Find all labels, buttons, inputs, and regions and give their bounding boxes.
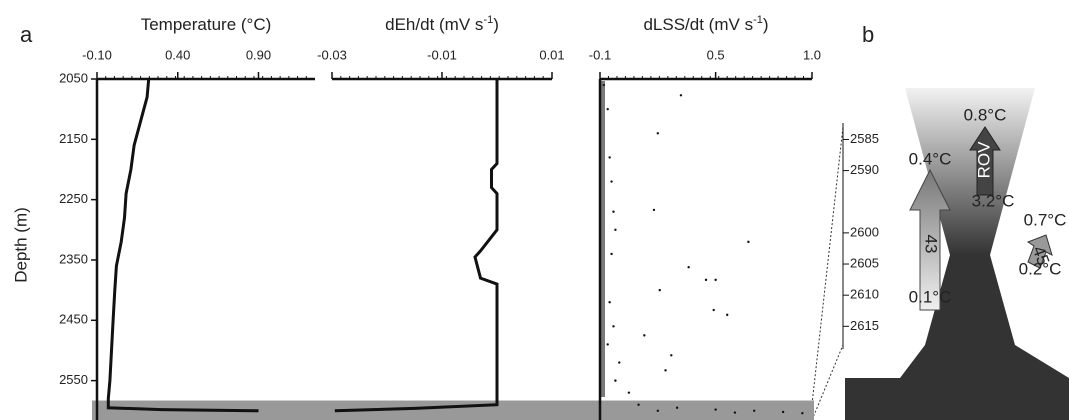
- point: [679, 94, 683, 97]
- y-tick-label: 2605: [850, 255, 879, 270]
- y-tick-label: 2350: [59, 251, 88, 266]
- label-text: dEh/dt (mV s: [385, 15, 483, 34]
- point: [610, 180, 613, 183]
- x-tick-label: 0.01: [539, 47, 564, 62]
- point: [801, 411, 804, 415]
- point: [747, 240, 750, 244]
- annotation: 0.2°C: [1019, 259, 1062, 278]
- x-tick-label: -0.1: [589, 47, 611, 62]
- x-tick-label: -0.10: [82, 47, 112, 62]
- x-tick-label: 0.40: [165, 47, 190, 62]
- point: [733, 411, 737, 414]
- annotation: 43: [922, 235, 941, 254]
- annotation: 0.4°C: [909, 149, 952, 168]
- point: [608, 300, 611, 304]
- point: [610, 252, 613, 256]
- label-sup: -1: [483, 14, 493, 26]
- point-strip: [601, 81, 605, 397]
- y-tick-label: 2610: [850, 287, 879, 302]
- point: [714, 408, 717, 411]
- x-tick-label: 0.90: [246, 47, 271, 62]
- zoom-line: [811, 344, 844, 420]
- y-tick-label: 2150: [59, 131, 88, 146]
- y-tick-label: 2550: [59, 372, 88, 387]
- y-tick-label: 2585: [850, 131, 879, 146]
- point: [606, 107, 609, 111]
- annotation: 0.7°C: [1024, 210, 1067, 229]
- y-axis-label: Depth (m): [11, 207, 30, 283]
- point: [643, 334, 646, 337]
- point: [618, 361, 621, 364]
- x-tick-label: -0.01: [427, 47, 457, 62]
- point: [675, 406, 679, 409]
- label-sup: -1: [753, 14, 763, 26]
- point: [712, 308, 715, 312]
- point: [656, 409, 660, 412]
- zoom-band: [92, 400, 814, 420]
- point: [658, 288, 661, 292]
- x-axis-label: dEh/dt (mV s-1): [385, 14, 499, 35]
- point: [656, 132, 660, 135]
- point: [781, 410, 785, 414]
- y-tick-label: 2615: [850, 318, 879, 333]
- x-tick-label: -0.03: [317, 47, 347, 62]
- point: [752, 409, 756, 412]
- arrow: [1026, 234, 1053, 269]
- arrow: [909, 168, 951, 311]
- y-tick-label: 2450: [59, 312, 88, 327]
- point: [614, 379, 617, 382]
- annotation: 0.1°C: [909, 287, 952, 306]
- arrow: [969, 126, 1001, 196]
- point: [714, 278, 717, 282]
- y-tick-label: 2600: [850, 224, 879, 239]
- annotation: ROV: [974, 141, 993, 179]
- panel-label: b: [862, 22, 874, 47]
- vent-plume: [905, 88, 1035, 255]
- label-text: ): [493, 15, 499, 34]
- point: [608, 156, 611, 159]
- annotation: 3.2°C: [972, 191, 1015, 210]
- y-tick-label: 2050: [59, 70, 88, 85]
- label-text: Temperature (°C): [141, 15, 272, 34]
- panel-label: a: [20, 22, 33, 47]
- y-tick-label: 2590: [850, 162, 879, 177]
- annotation: 0.8°C: [964, 105, 1007, 124]
- x-axis-label: Temperature (°C): [141, 15, 272, 34]
- zoom-line: [811, 126, 844, 405]
- point: [612, 325, 615, 328]
- x-axis-label: dLSS/dt (mV s-1): [643, 14, 768, 35]
- point: [652, 208, 656, 212]
- point: [614, 228, 617, 232]
- x-tick-label: 1.0: [803, 47, 821, 62]
- point: [637, 403, 640, 406]
- point: [664, 369, 667, 372]
- profile-line: [334, 79, 499, 413]
- point: [627, 391, 631, 394]
- profile-line: [106, 78, 259, 413]
- x-tick-label: 0.5: [707, 47, 725, 62]
- point: [612, 210, 615, 213]
- point: [704, 278, 708, 282]
- y-tick-label: 2250: [59, 191, 88, 206]
- label-text: dLSS/dt (mV s: [643, 15, 753, 34]
- label-text: ): [763, 15, 769, 34]
- point: [726, 313, 729, 317]
- point: [606, 343, 609, 346]
- chimney: [845, 255, 1069, 420]
- point: [670, 354, 673, 357]
- point: [687, 266, 690, 269]
